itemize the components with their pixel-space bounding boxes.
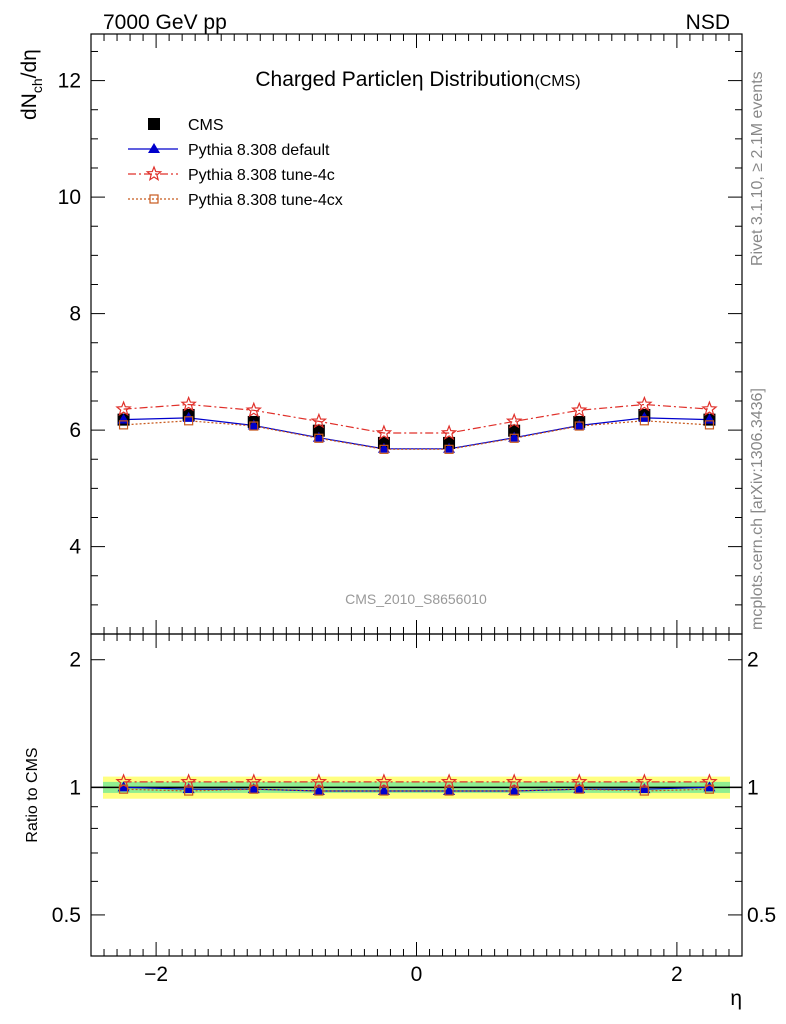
- ratio-plot: 0.5 0.5 1 1 2 2 −2 0 2: [52, 633, 776, 986]
- data-point: [443, 442, 456, 453]
- data-point: [704, 420, 715, 430]
- data-point: [310, 412, 328, 429]
- ratio-data-point: [440, 773, 458, 789]
- data-point: [508, 431, 521, 442]
- data-point: [573, 419, 586, 430]
- ratio-data-point: [505, 773, 523, 789]
- data-point: [314, 433, 324, 443]
- data-point: [375, 424, 393, 441]
- data-point: [570, 401, 588, 418]
- x-tick-label: 0: [411, 963, 423, 986]
- ratio-data-point: [377, 785, 390, 796]
- main-y-label: dNch/dη: [18, 49, 45, 120]
- data-point: [249, 421, 259, 431]
- chart-title: Charged Particleη Distribution(CMS): [255, 68, 580, 91]
- ratio-data-point: [573, 783, 586, 794]
- data-point: [184, 416, 194, 426]
- data-point: [180, 395, 197, 412]
- ratio-data-point: [249, 784, 259, 794]
- ratio-y-tick-label-right: 2: [747, 649, 759, 672]
- chart-title-tag: (CMS): [534, 73, 580, 90]
- ratio-data-point: [443, 785, 456, 796]
- ratio-data-point: [574, 784, 584, 794]
- data-point: [509, 433, 519, 443]
- data-point: [245, 401, 263, 418]
- main-plot: 4 6 8 10 12: [58, 33, 743, 635]
- data-point: [505, 412, 523, 429]
- main-y-label-rest: /dη: [18, 49, 41, 78]
- data-point: [247, 419, 260, 430]
- data-point: [440, 424, 458, 441]
- header-left: 7000 GeV pp: [103, 11, 227, 34]
- legend-marker: [148, 118, 160, 130]
- ratio-data-point: [638, 783, 651, 794]
- analysis-watermark: CMS_2010_S8656010: [345, 591, 487, 607]
- legend: CMS Pythia 8.308 default Pythia 8.308 tune…: [128, 117, 343, 209]
- main-y-label-main: dN: [18, 93, 41, 120]
- legend-marker: [145, 165, 163, 182]
- header-right: NSD: [686, 11, 730, 34]
- y-tick-label: 6: [69, 419, 81, 442]
- data-point: [377, 442, 390, 453]
- ratio-data-point: [375, 773, 393, 789]
- ratio-data-point: [118, 784, 129, 794]
- ratio-data-point: [314, 786, 324, 796]
- y-tick-label: 4: [69, 536, 81, 559]
- data-point: [574, 421, 584, 431]
- legend-label: Pythia 8.308 tune-4cx: [188, 192, 343, 209]
- ratio-data-point: [703, 781, 716, 792]
- chart-title-rest: Distribution: [429, 68, 534, 91]
- data-point: [444, 444, 454, 454]
- legend-label: CMS: [188, 117, 224, 134]
- series-line: [123, 403, 710, 434]
- ratio-data-point: [312, 785, 325, 796]
- x-tick-label: 2: [671, 963, 683, 986]
- data-point: [115, 400, 132, 417]
- legend-label: Pythia 8.308 default: [188, 142, 330, 159]
- ratio-data-point: [508, 785, 521, 796]
- legend-marker: [148, 143, 160, 153]
- ratio-data-point: [704, 784, 715, 794]
- ratio-data-point: [184, 786, 194, 796]
- x-tick-label: −2: [144, 963, 168, 986]
- data-point: [118, 420, 129, 430]
- ratio-y-tick-label: 2: [69, 649, 81, 672]
- data-point: [312, 431, 325, 442]
- data-point: [639, 416, 649, 426]
- ratio-data-point: [636, 773, 653, 789]
- ratio-y-tick-label-right: 0.5: [747, 904, 776, 927]
- y-tick-label: 12: [58, 70, 81, 93]
- data-point: [636, 395, 653, 412]
- ratio-y-tick-label: 0.5: [52, 904, 81, 927]
- ratio-data-point: [310, 773, 328, 789]
- ratio-y-tick-label-right: 1: [747, 776, 759, 799]
- ratio-y-tick-label: 1: [69, 776, 81, 799]
- data-point: [701, 400, 718, 417]
- ratio-y-label: Ratio to CMS: [24, 747, 41, 842]
- ratio-data-point: [180, 773, 197, 789]
- data-point: [379, 444, 389, 454]
- legend-label: Pythia 8.308 tune-4c: [188, 167, 335, 184]
- ratio-data-point: [117, 781, 130, 792]
- y-tick-label: 10: [58, 186, 81, 209]
- legend-marker: [149, 194, 159, 204]
- series-line: [123, 417, 710, 450]
- ratio-data-point: [247, 783, 260, 794]
- chart-title-text: Charged Particle: [255, 68, 411, 91]
- rivet-label: Rivet 3.1.10, ≥ 2.1M events: [749, 71, 766, 266]
- main-y-label-sub: ch: [29, 78, 45, 93]
- ratio-data-point: [182, 783, 195, 794]
- chart-title-symbol: η: [412, 68, 424, 91]
- ratio-data-point: [639, 786, 649, 796]
- x-axis-label: η: [730, 987, 742, 1010]
- ratio-data-point: [444, 786, 454, 796]
- mcplots-label: mcplots.cern.ch [arXiv:1306.3436]: [749, 388, 766, 630]
- ratio-series-line: [123, 788, 710, 792]
- y-tick-label: 8: [69, 303, 81, 326]
- ratio-data-point: [379, 786, 389, 796]
- series-line: [123, 420, 710, 450]
- ratio-data-point: [509, 786, 519, 796]
